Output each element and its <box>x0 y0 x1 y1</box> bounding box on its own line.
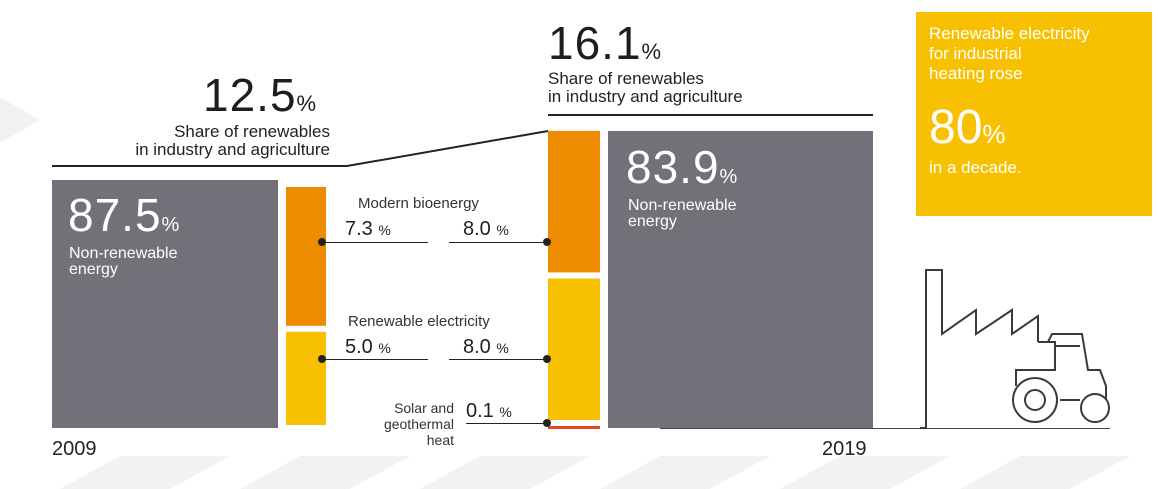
right-gray-label: Non-renewable energy <box>628 197 737 230</box>
electricity-2019-value: 8.0 % <box>463 336 509 358</box>
bar-2009-renewable-electricity <box>286 331 326 425</box>
bio-connector-left <box>322 242 428 243</box>
bar-2009-non-renewable <box>52 180 278 428</box>
left-header-rule <box>52 165 347 167</box>
elec-connector-right <box>449 359 547 360</box>
right-share-label: Share of renewables in industry and agri… <box>548 69 743 106</box>
elec-dot-right <box>543 355 551 363</box>
bioenergy-2019-value: 8.0 % <box>463 218 509 240</box>
bar-2009-modern-bioenergy <box>286 186 326 326</box>
bio-dot-left <box>318 238 326 246</box>
factory-tractor-icon <box>920 269 1110 429</box>
bar-2019-renewable-electricity <box>548 278 600 420</box>
elec-connector-left <box>322 359 428 360</box>
callout-text-bottom: in a decade. <box>929 158 1022 177</box>
bar-2019-solar-geothermal <box>548 426 600 429</box>
solar-2019-value: 0.1 % <box>466 400 512 422</box>
callout-big-value: 80% <box>929 101 1006 154</box>
electricity-2009-value: 5.0 % <box>345 336 391 358</box>
left-share-label: Share of renewables in industry and agri… <box>135 122 330 159</box>
right-share-value: 16.1% <box>548 17 663 69</box>
bio-dot-right <box>543 238 551 246</box>
solar-dot <box>543 419 551 427</box>
year-2019: 2019 <box>822 438 867 460</box>
left-share-value: 12.5% <box>203 69 318 121</box>
left-gray-label: Non-renewable energy <box>69 245 178 278</box>
bar-2019-modern-bioenergy <box>548 130 600 273</box>
baseline <box>660 428 1110 429</box>
callout-box <box>916 12 1152 216</box>
header-connector <box>346 130 549 167</box>
callout-text-top: Renewable electricity for industrial hea… <box>929 24 1090 83</box>
right-header-rule <box>548 114 873 116</box>
left-gray-value: 87.5% <box>68 189 181 241</box>
bioenergy-2009-value: 7.3 % <box>345 218 391 240</box>
right-gray-value: 83.9% <box>626 141 739 193</box>
bio-connector-right <box>449 242 547 243</box>
solar-geothermal-label: Solar and geothermal heat <box>383 400 454 448</box>
elec-dot-left <box>318 355 326 363</box>
electricity-label: Renewable electricity <box>348 313 490 330</box>
year-2009: 2009 <box>52 438 97 460</box>
solar-connector <box>466 423 546 424</box>
bar-2019-non-renewable <box>608 131 873 428</box>
bioenergy-label: Modern bioenergy <box>358 195 479 212</box>
